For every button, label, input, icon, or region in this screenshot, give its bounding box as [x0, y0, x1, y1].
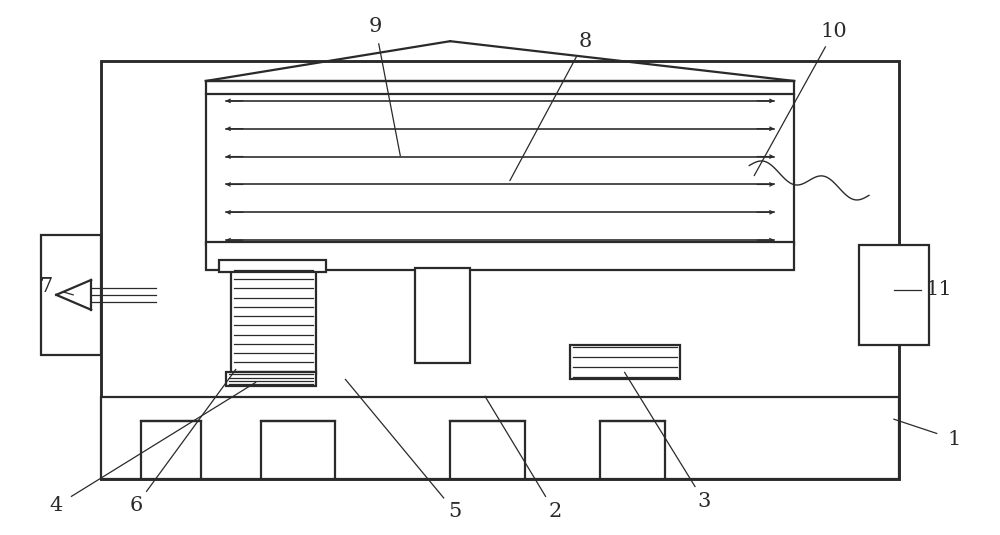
Text: 9: 9 — [369, 17, 382, 36]
Bar — [600, 421, 665, 479]
Bar — [219, 260, 326, 272]
Text: 11: 11 — [925, 280, 952, 300]
Text: 3: 3 — [698, 492, 711, 511]
Bar — [206, 81, 794, 245]
Bar — [141, 421, 201, 479]
Text: 10: 10 — [821, 22, 847, 41]
Text: 6: 6 — [129, 496, 143, 515]
Bar — [570, 345, 680, 379]
Bar — [859, 245, 929, 345]
Bar — [226, 372, 316, 386]
Bar — [101, 398, 899, 479]
Bar — [101, 61, 899, 479]
Text: 8: 8 — [578, 32, 591, 51]
Bar — [41, 235, 101, 355]
Bar — [231, 267, 316, 374]
Bar — [206, 242, 794, 270]
Text: 1: 1 — [947, 430, 960, 449]
Bar — [415, 268, 470, 363]
Bar — [450, 421, 525, 479]
Bar — [261, 421, 335, 479]
Text: 5: 5 — [449, 502, 462, 521]
Text: 4: 4 — [50, 496, 63, 515]
Text: 7: 7 — [40, 278, 53, 296]
Text: 2: 2 — [548, 502, 561, 521]
